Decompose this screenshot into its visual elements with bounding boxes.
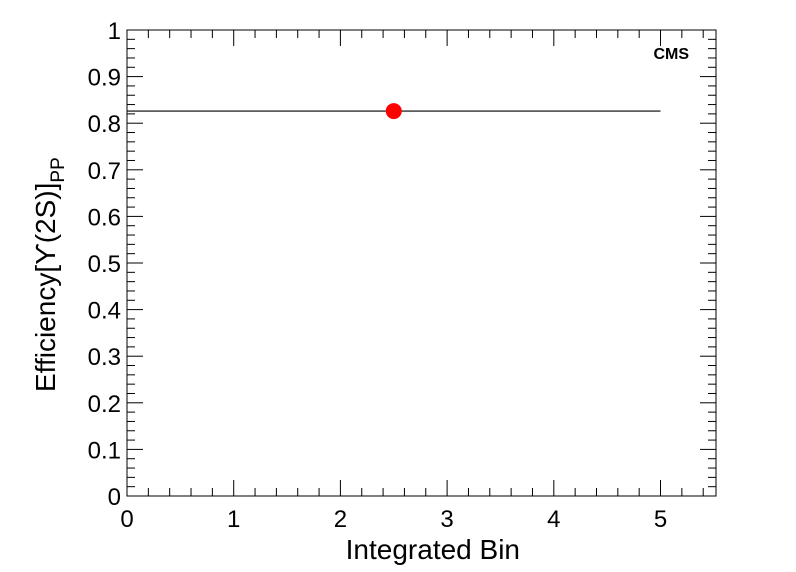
- x-tick-label: 3: [440, 506, 453, 533]
- cms-label: CMS: [653, 46, 689, 63]
- x-tick-label: 0: [120, 506, 133, 533]
- y-tick-label: 0: [108, 484, 121, 511]
- y-tick-label: 0.3: [88, 344, 121, 371]
- y-tick-label: 1: [108, 18, 121, 45]
- x-tick-label: 2: [334, 506, 347, 533]
- x-axis-label: Integrated Bin: [346, 534, 520, 565]
- y-axis-label-subscript: PP: [48, 157, 69, 182]
- y-tick-label: 0.1: [88, 437, 121, 464]
- data-point: [385, 103, 402, 120]
- y-axis-label-main: Efficiency[ϒ(2S)]: [30, 183, 61, 392]
- y-tick-label: 0.7: [88, 158, 121, 185]
- plot-frame: [126, 29, 717, 497]
- y-tick-label: 0.5: [88, 251, 121, 278]
- x-tick-label: 1: [227, 506, 240, 533]
- y-tick-label: 0.2: [88, 391, 121, 418]
- y-tick-label: 0.9: [88, 65, 121, 92]
- y-tick-label: 0.6: [88, 204, 121, 231]
- y-tick-label: 0.4: [88, 298, 121, 325]
- x-tick-label: 4: [547, 506, 560, 533]
- y-tick-label: 0.8: [88, 111, 121, 138]
- y-axis-label: Efficiency[ϒ(2S)]PP: [30, 157, 69, 392]
- x-tick-label: 5: [654, 506, 667, 533]
